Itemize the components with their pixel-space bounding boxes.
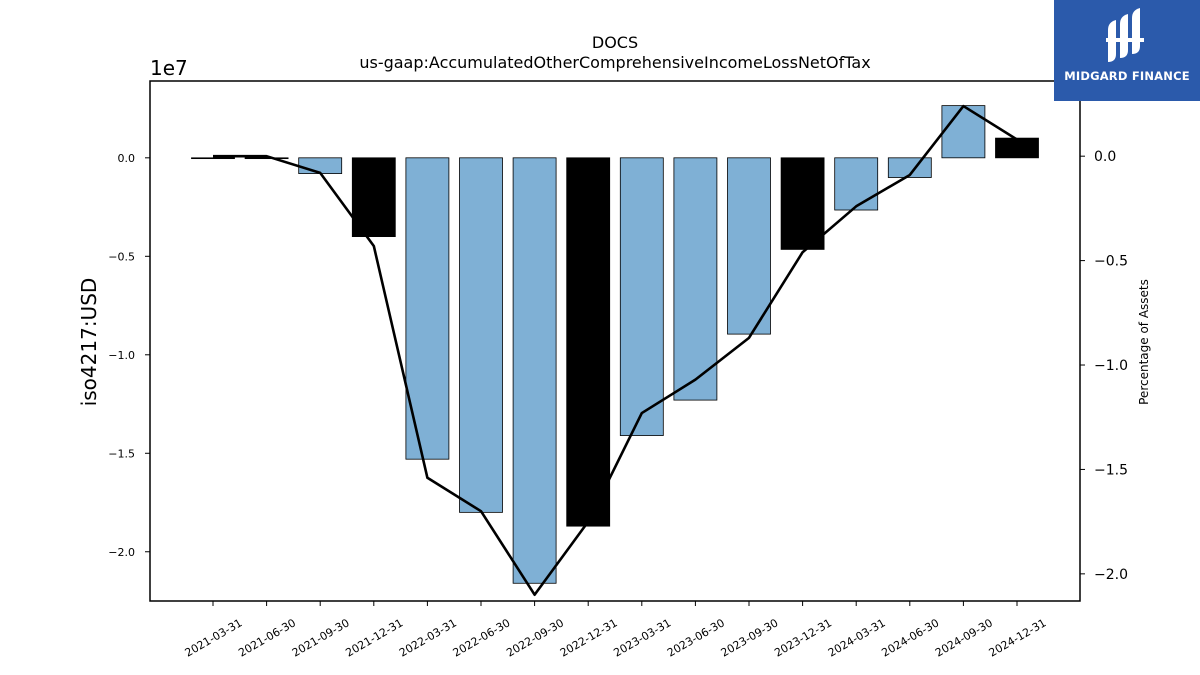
left-axis: −2.0 −1.5 −1.0 −0.5 0.0 (108, 152, 150, 559)
brand-logo-text: MIDGARD FINANCE (1064, 69, 1190, 83)
x-tick-label: 2024-03-31 (826, 616, 888, 659)
x-axis: 2021-03-312021-06-302021-09-302021-12-31… (183, 601, 1049, 660)
percentage-line (213, 104, 1018, 597)
y2-axis-label: Percentage of Assets (1137, 279, 1151, 405)
y-tick-label: −1.0 (108, 349, 135, 362)
y-tick-label: 0.0 (118, 152, 136, 165)
brand-logo: MIDGARD FINANCE (1054, 0, 1200, 101)
bar (619, 157, 664, 436)
x-tick-label: 2022-12-31 (558, 616, 620, 659)
y-tick-label: −1.5 (108, 447, 135, 460)
bar-series (191, 105, 1039, 584)
bar (727, 157, 771, 335)
bar (512, 157, 557, 584)
y2-tick-label: −1.0 (1094, 358, 1128, 374)
plot-frame (149, 80, 1081, 602)
line-series (213, 104, 1018, 597)
x-tick-label: 2023-12-31 (772, 616, 834, 659)
x-tick-label: 2022-06-30 (451, 616, 513, 659)
x-tick-label: 2023-09-30 (719, 616, 781, 659)
brand-logo-mark-icon (1106, 8, 1144, 62)
y-multiplier-label: 1e7 (150, 56, 188, 80)
y-axis-label: iso4217:USD (77, 278, 101, 407)
bar (298, 157, 343, 174)
bar (191, 157, 235, 160)
x-tick-label: 2024-09-30 (933, 616, 995, 659)
x-tick-label: 2021-03-31 (183, 616, 245, 659)
right-axis: −2.0 −1.5 −1.0 −0.5 0.0 (1080, 149, 1128, 583)
x-tick-label: 2022-09-30 (504, 616, 566, 659)
x-tick-label: 2024-12-31 (987, 616, 1049, 659)
bar (459, 157, 503, 513)
bar (941, 105, 986, 159)
y-tick-label: −0.5 (108, 250, 135, 263)
bar (405, 157, 450, 460)
y2-tick-label: −0.5 (1094, 254, 1128, 270)
x-tick-label: 2022-03-31 (397, 616, 459, 659)
bar (995, 137, 1039, 159)
y2-tick-label: 0.0 (1094, 149, 1116, 165)
chart-title: DOCS (592, 33, 638, 52)
bar (566, 157, 611, 527)
x-tick-label: 2021-12-31 (343, 616, 405, 659)
bar (834, 157, 879, 211)
y2-tick-label: −1.5 (1094, 462, 1128, 478)
x-tick-label: 2021-09-30 (290, 616, 352, 659)
x-tick-label: 2023-06-30 (665, 616, 727, 659)
x-tick-label: 2023-03-31 (611, 616, 673, 659)
x-tick-label: 2021-06-30 (236, 616, 298, 659)
bar (244, 157, 289, 160)
bar (673, 157, 718, 401)
bar (780, 157, 825, 250)
y-tick-label: −2.0 (108, 546, 135, 559)
bar (351, 157, 396, 238)
y2-tick-label: −2.0 (1094, 567, 1128, 583)
chart-subtitle: us-gaap:AccumulatedOtherComprehensiveInc… (359, 53, 870, 72)
x-tick-label: 2024-06-30 (879, 616, 941, 659)
